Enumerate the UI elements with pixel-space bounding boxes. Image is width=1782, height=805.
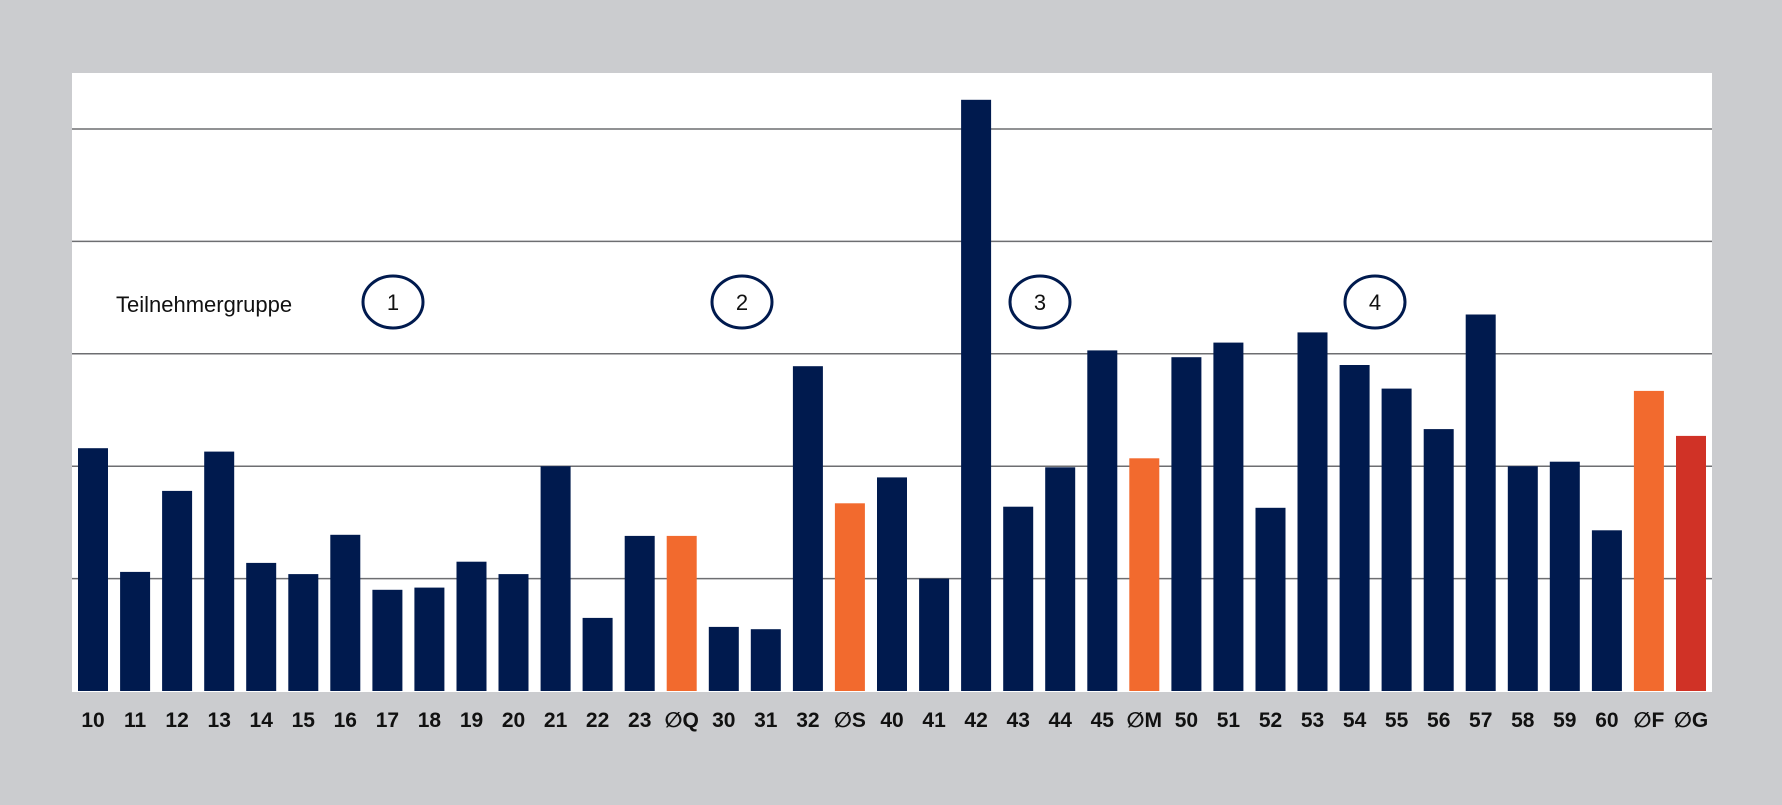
bar-45 xyxy=(1087,350,1118,691)
bar-23 xyxy=(624,535,655,691)
bar-50 xyxy=(1171,357,1202,691)
bar-30 xyxy=(708,626,739,691)
tick-label-44: 44 xyxy=(1049,709,1073,732)
tick-label-16: 16 xyxy=(334,709,357,732)
group-number-3: 3 xyxy=(1034,290,1046,315)
tick-label-23: 23 xyxy=(628,709,651,732)
bar-15 xyxy=(288,574,319,691)
tick-label-60: 60 xyxy=(1595,709,1618,732)
tick-label-∅M: ∅M xyxy=(1127,709,1162,732)
tick-label-57: 57 xyxy=(1469,709,1492,732)
bar-40 xyxy=(877,477,907,691)
tick-label-54: 54 xyxy=(1343,709,1367,732)
bar-43 xyxy=(1003,506,1034,691)
tick-label-11: 11 xyxy=(124,709,147,732)
tick-label-45: 45 xyxy=(1091,709,1115,732)
bar-17 xyxy=(372,589,403,691)
bar-12 xyxy=(162,490,193,691)
bar-54 xyxy=(1339,365,1370,691)
tick-label-∅S: ∅S xyxy=(834,709,866,732)
bar-31 xyxy=(750,629,781,691)
group-circle-1 xyxy=(361,274,425,330)
bars xyxy=(78,99,1706,692)
tick-label-12: 12 xyxy=(165,709,188,732)
tick-label-∅F: ∅F xyxy=(1633,709,1664,732)
bar-11 xyxy=(120,571,151,691)
tick-label-20: 20 xyxy=(502,709,525,732)
bar-13 xyxy=(204,451,235,691)
tick-label-10: 10 xyxy=(81,709,104,732)
tick-label-59: 59 xyxy=(1553,709,1576,732)
bar-53 xyxy=(1297,332,1328,691)
tick-label-32: 32 xyxy=(796,709,819,732)
bar-∅S xyxy=(834,503,865,691)
group-number-4: 4 xyxy=(1369,290,1381,315)
bar-56 xyxy=(1423,429,1454,691)
bar-60 xyxy=(1591,530,1622,691)
bar-52 xyxy=(1255,507,1286,691)
tick-label-55: 55 xyxy=(1385,709,1409,732)
tick-label-40: 40 xyxy=(880,709,903,732)
group-circle-4 xyxy=(1343,274,1407,330)
tick-label-51: 51 xyxy=(1217,709,1241,732)
group-number-1: 1 xyxy=(387,290,399,315)
tick-label-41: 41 xyxy=(922,709,946,732)
tick-label-22: 22 xyxy=(586,709,609,732)
bar-57 xyxy=(1465,314,1496,691)
tick-label-21: 21 xyxy=(544,709,568,732)
tick-label-13: 13 xyxy=(208,709,231,732)
tick-label-58: 58 xyxy=(1511,709,1535,732)
bar-59 xyxy=(1549,461,1580,691)
bar-22 xyxy=(582,617,613,691)
bar-21 xyxy=(540,466,571,691)
tick-label-31: 31 xyxy=(754,709,778,732)
bar-32 xyxy=(792,366,823,691)
tick-label-56: 56 xyxy=(1427,709,1450,732)
bar-19 xyxy=(456,561,487,691)
tick-label-43: 43 xyxy=(1007,709,1030,732)
x-tick-labels: 10 11 12 13 14 15 16 17 18 19 20 21 22 23 ∅Q 30 31 32 ∅S 40… xyxy=(81,709,1708,732)
bar-∅F xyxy=(1633,390,1664,691)
tick-label-∅G: ∅G xyxy=(1674,709,1708,732)
group-circle-2 xyxy=(710,274,774,330)
bar-44 xyxy=(1045,467,1076,691)
tick-label-18: 18 xyxy=(418,709,442,732)
bar-16 xyxy=(330,534,361,691)
bar-14 xyxy=(246,562,277,691)
bar-10 xyxy=(78,448,108,691)
tick-label-30: 30 xyxy=(712,709,735,732)
tick-label-19: 19 xyxy=(460,709,483,732)
group-circle-3 xyxy=(1008,274,1072,330)
tick-label-53: 53 xyxy=(1301,709,1324,732)
bar-42 xyxy=(961,99,992,692)
legend-title: Teilnehmergruppe xyxy=(116,292,292,317)
tick-label-15: 15 xyxy=(292,709,316,732)
tick-label-52: 52 xyxy=(1259,709,1282,732)
group-legend: Teilnehmergruppe 1 2 3 4 xyxy=(116,274,1407,330)
tick-label-∅Q: ∅Q xyxy=(665,709,699,732)
tick-label-42: 42 xyxy=(964,709,987,732)
bar-∅Q xyxy=(666,535,697,691)
bar-55 xyxy=(1381,388,1412,691)
bar-20 xyxy=(498,574,529,691)
tick-label-50: 50 xyxy=(1175,709,1198,732)
bar-18 xyxy=(414,587,445,691)
bar-51 xyxy=(1213,342,1244,691)
bar-58 xyxy=(1507,466,1538,691)
tick-label-14: 14 xyxy=(250,709,274,732)
bar-∅G xyxy=(1676,435,1706,691)
tick-label-17: 17 xyxy=(376,709,399,732)
bar-∅M xyxy=(1129,458,1160,691)
bar-41 xyxy=(919,578,950,691)
group-number-2: 2 xyxy=(736,290,748,315)
